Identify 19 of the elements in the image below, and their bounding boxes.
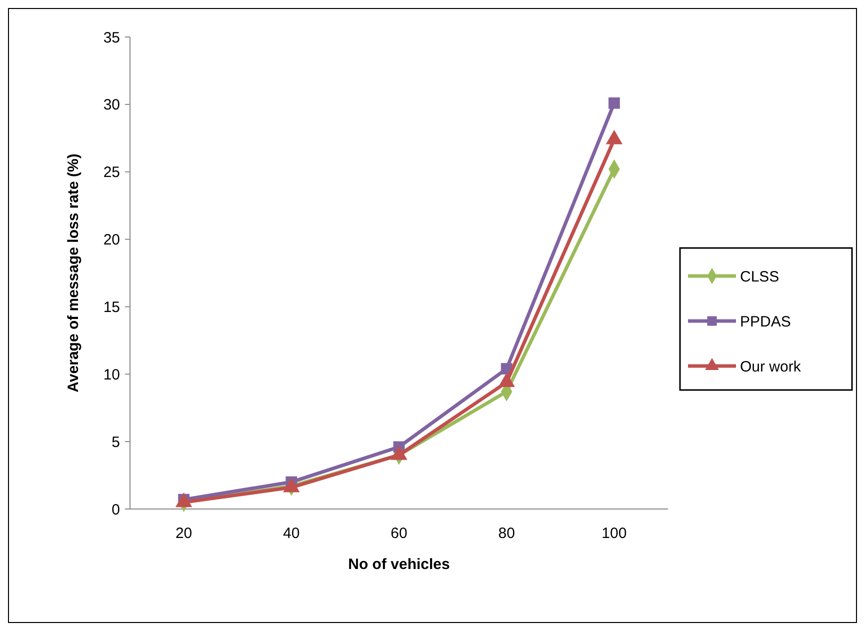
legend-label: PPDAS bbox=[740, 313, 791, 330]
y-tick-label: 5 bbox=[112, 434, 120, 451]
y-tick-label: 10 bbox=[103, 366, 120, 384]
x-tick-label: 20 bbox=[175, 525, 192, 542]
y-axis-title: Average of message loss rate (%) bbox=[65, 154, 82, 392]
point bbox=[608, 97, 620, 109]
x-tick-label: 60 bbox=[390, 525, 408, 542]
x-tick-label: 40 bbox=[283, 525, 300, 542]
y-tick-label: 30 bbox=[103, 96, 120, 114]
legend-label: Our work bbox=[740, 358, 802, 376]
y-tick-label: 15 bbox=[103, 298, 120, 316]
y-tick-label: 20 bbox=[103, 232, 120, 249]
x-tick-label: 100 bbox=[602, 525, 627, 542]
legend-label: CLSS bbox=[740, 268, 780, 286]
y-tick-label: 25 bbox=[103, 164, 120, 182]
x-tick-label: 80 bbox=[498, 525, 515, 542]
y-tick-label: 35 bbox=[103, 29, 120, 46]
y-tick-label: 0 bbox=[112, 501, 120, 518]
x-axis-title: No of vehicles bbox=[348, 556, 450, 573]
